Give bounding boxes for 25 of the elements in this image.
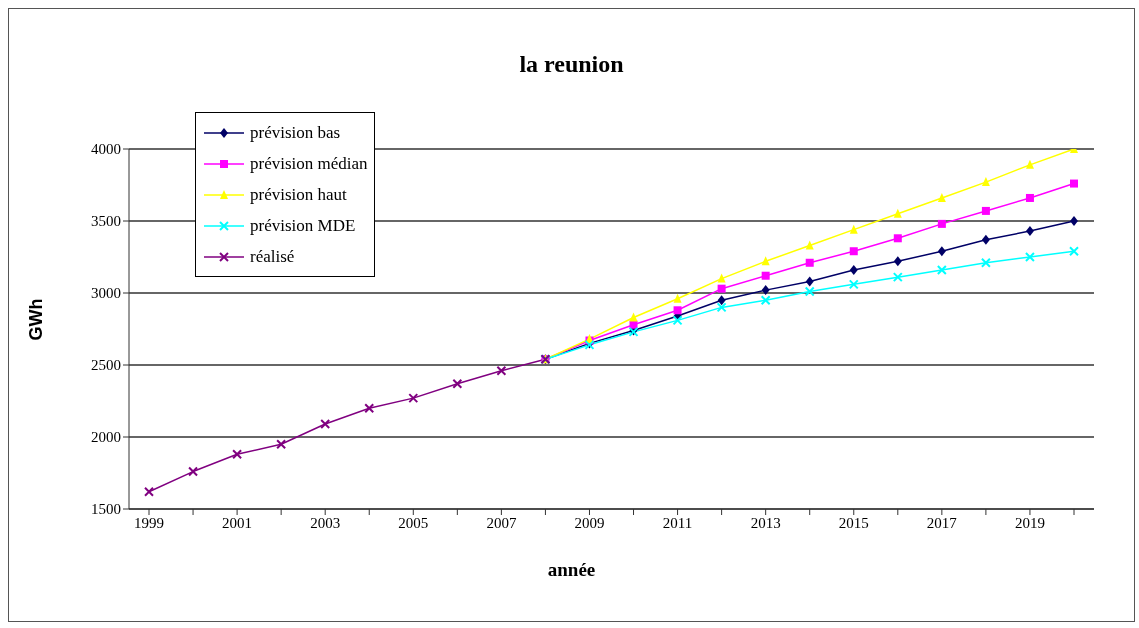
y-axis-title: GWh xyxy=(25,298,47,341)
chart-title: la reunion xyxy=(518,51,625,78)
legend-label: prévision bas xyxy=(250,122,341,143)
x-tick-label: 2019 xyxy=(1014,514,1045,531)
x-tick-label: 2015 xyxy=(838,514,869,531)
x-tick-label: 2009 xyxy=(574,514,605,531)
y-tick-label: 1500 xyxy=(91,501,121,518)
x-tick-label: 2013 xyxy=(750,514,781,531)
x-tick-label: 2007 xyxy=(486,514,517,531)
y-tick-label: 3500 xyxy=(91,213,121,230)
y-tick-label: 3000 xyxy=(91,285,121,302)
y-tick-label: 4000 xyxy=(91,141,121,158)
x-tick-label: 2003 xyxy=(310,514,341,531)
legend-label: réalisé xyxy=(250,246,295,267)
y-tick-label: 2000 xyxy=(91,429,121,446)
legend-label: prévision haut xyxy=(250,184,347,205)
x-axis-title: année xyxy=(546,559,597,581)
x-tick-label: 2005 xyxy=(398,514,429,531)
x-tick-label: 2017 xyxy=(926,514,958,531)
x-tick-label: 1999 xyxy=(134,514,164,531)
y-tick-label: 2500 xyxy=(91,357,121,374)
legend-label: prévision MDE xyxy=(250,215,356,236)
x-tick-label: 2001 xyxy=(222,514,253,531)
legend-label: prévision médian xyxy=(250,153,368,174)
x-tick-label: 2011 xyxy=(662,514,693,531)
